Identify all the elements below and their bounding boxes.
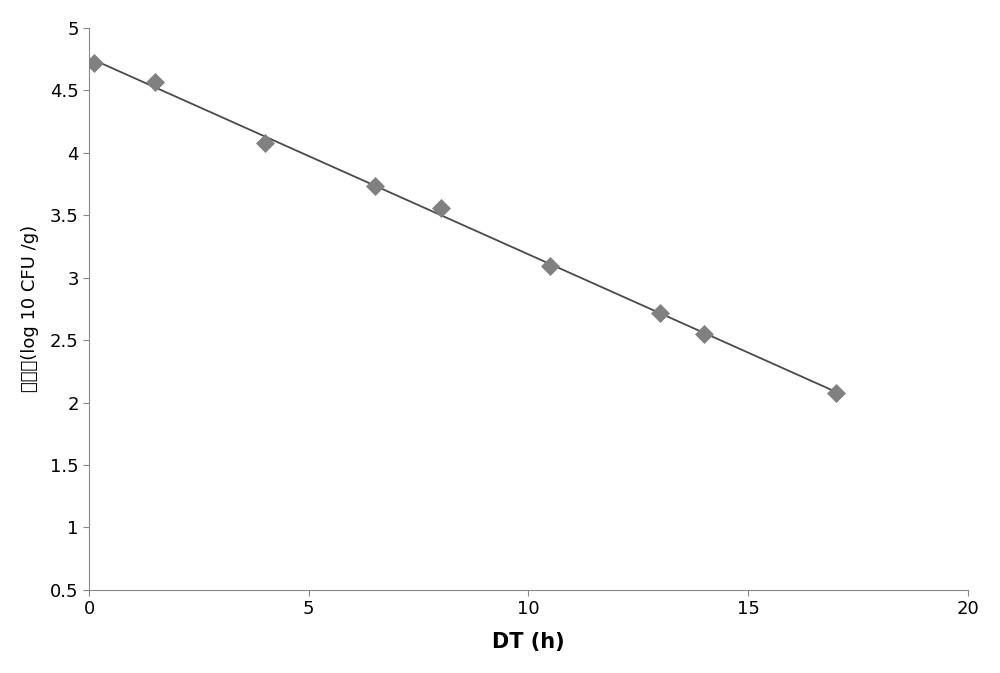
- Y-axis label: 菌含量(log 10 CFU /g): 菌含量(log 10 CFU /g): [21, 225, 39, 392]
- X-axis label: DT (h): DT (h): [492, 632, 565, 652]
